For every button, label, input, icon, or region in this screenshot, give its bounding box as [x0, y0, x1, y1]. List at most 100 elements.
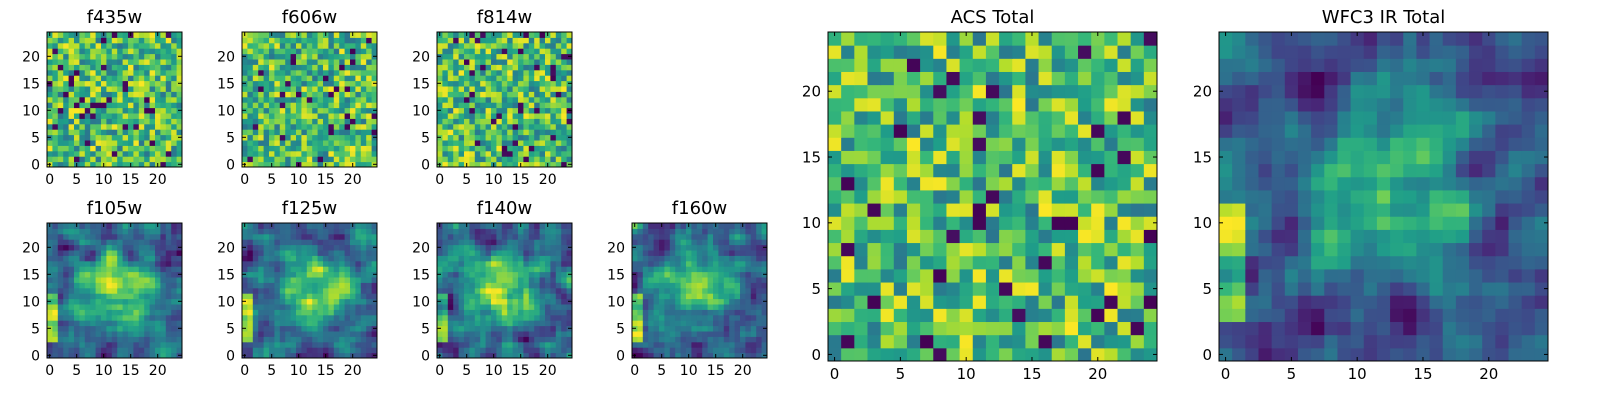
heatmap-cell — [57, 341, 64, 348]
heatmap-cell — [539, 331, 546, 337]
heatmap-cell — [437, 314, 443, 321]
heatmap-cell — [263, 64, 270, 71]
heatmap-cell — [138, 42, 145, 49]
heatmap-cell — [155, 123, 161, 130]
heatmap-cell — [360, 59, 367, 65]
heatmap-cell — [539, 48, 546, 55]
heatmap-cell — [101, 145, 107, 152]
heatmap-cell — [534, 140, 541, 146]
heatmap-cell — [290, 134, 297, 141]
heatmap-cell — [371, 260, 378, 267]
heatmap-cell — [637, 341, 644, 348]
heatmap-cell — [333, 331, 340, 337]
heatmap-cell — [312, 102, 319, 109]
heatmap-cell — [555, 156, 562, 163]
heatmap-cell — [312, 118, 319, 125]
heatmap-cell — [1064, 321, 1079, 336]
axes-frame — [436, 31, 573, 168]
heatmap-cell — [528, 161, 535, 168]
heatmap-cell — [458, 282, 465, 289]
heatmap-cell — [360, 102, 367, 109]
heatmap-cell — [57, 228, 64, 235]
heatmap-cell — [437, 309, 443, 316]
heatmap-cell — [176, 69, 183, 76]
heatmap-cell — [47, 309, 53, 316]
heatmap-cell — [437, 59, 443, 65]
heatmap-cell — [469, 255, 476, 262]
heatmap-cell — [507, 42, 514, 49]
heatmap-cell — [702, 336, 709, 343]
heatmap-cell — [95, 331, 102, 337]
heatmap-cell — [247, 48, 254, 55]
heatmap-cell — [306, 37, 313, 44]
heatmap-cell — [669, 271, 676, 278]
heatmap-cell — [675, 314, 682, 321]
heatmap-cell — [296, 325, 302, 332]
heatmap-cell — [149, 331, 156, 337]
heatmap-cell — [453, 80, 460, 87]
heatmap-cell — [312, 304, 319, 310]
heatmap-cell — [985, 347, 1000, 362]
heatmap-cell — [555, 145, 562, 152]
heatmap-cell — [371, 304, 378, 310]
heatmap-cell — [95, 42, 102, 49]
heatmap-cell — [350, 260, 356, 267]
heatmap-cell — [507, 228, 514, 235]
heatmap-cell — [95, 293, 102, 300]
heatmap-cell — [1051, 163, 1066, 178]
heatmap-cell — [263, 239, 270, 246]
heatmap-cell — [317, 91, 324, 98]
heatmap-cell — [323, 86, 329, 92]
heatmap-cell — [518, 325, 524, 332]
heatmap-cell — [686, 266, 692, 273]
heatmap-cell — [496, 266, 503, 273]
heatmap-cell — [350, 336, 356, 343]
heatmap-cell — [117, 91, 124, 98]
heatmap-cell — [355, 150, 362, 157]
heatmap-cell — [95, 341, 102, 348]
heatmap-cell — [528, 42, 535, 49]
heatmap-cell — [344, 309, 351, 316]
heatmap-cell — [133, 233, 140, 240]
heatmap-cell — [453, 113, 460, 119]
heatmap-cell — [491, 336, 497, 343]
heatmap-cell — [496, 140, 503, 146]
heatmap-cell — [491, 244, 497, 251]
heatmap-cell — [474, 304, 481, 310]
heatmap-cell — [90, 140, 97, 146]
heatmap-cell — [296, 118, 302, 125]
heatmap-cell — [469, 271, 476, 278]
heatmap-cell — [740, 347, 746, 354]
heatmap-cell — [111, 282, 118, 289]
heatmap-cell — [474, 325, 481, 332]
heatmap-cell — [946, 203, 961, 217]
heatmap-cell — [750, 287, 757, 294]
heatmap-cell — [74, 102, 80, 109]
heatmap-cell — [312, 233, 319, 240]
heatmap-cell — [447, 298, 454, 305]
heatmap-cell — [507, 341, 514, 348]
heatmap-cell — [545, 331, 551, 337]
heatmap-cell — [555, 314, 562, 321]
heatmap-cell — [539, 69, 546, 76]
heatmap-cell — [723, 223, 730, 229]
heatmap-cell — [496, 75, 503, 82]
heatmap-cell — [653, 331, 660, 337]
heatmap-cell — [128, 86, 134, 92]
heatmap-cell — [933, 216, 947, 230]
heatmap-cell — [653, 277, 660, 283]
heatmap-cell — [165, 271, 172, 278]
heatmap-cell — [734, 352, 741, 359]
y-tick-label: 15 — [22, 76, 40, 92]
heatmap-cell — [1038, 203, 1053, 217]
heatmap-cell — [675, 287, 682, 294]
heatmap-cell — [247, 244, 254, 251]
heatmap-cell — [149, 325, 156, 332]
heatmap-cell — [63, 325, 70, 332]
heatmap-cell — [274, 145, 281, 152]
panel-title: f435w — [86, 7, 143, 28]
heatmap-cell — [323, 233, 329, 240]
heatmap-cell — [68, 239, 75, 246]
heatmap-cell — [447, 107, 454, 114]
heatmap-cell — [437, 156, 443, 163]
